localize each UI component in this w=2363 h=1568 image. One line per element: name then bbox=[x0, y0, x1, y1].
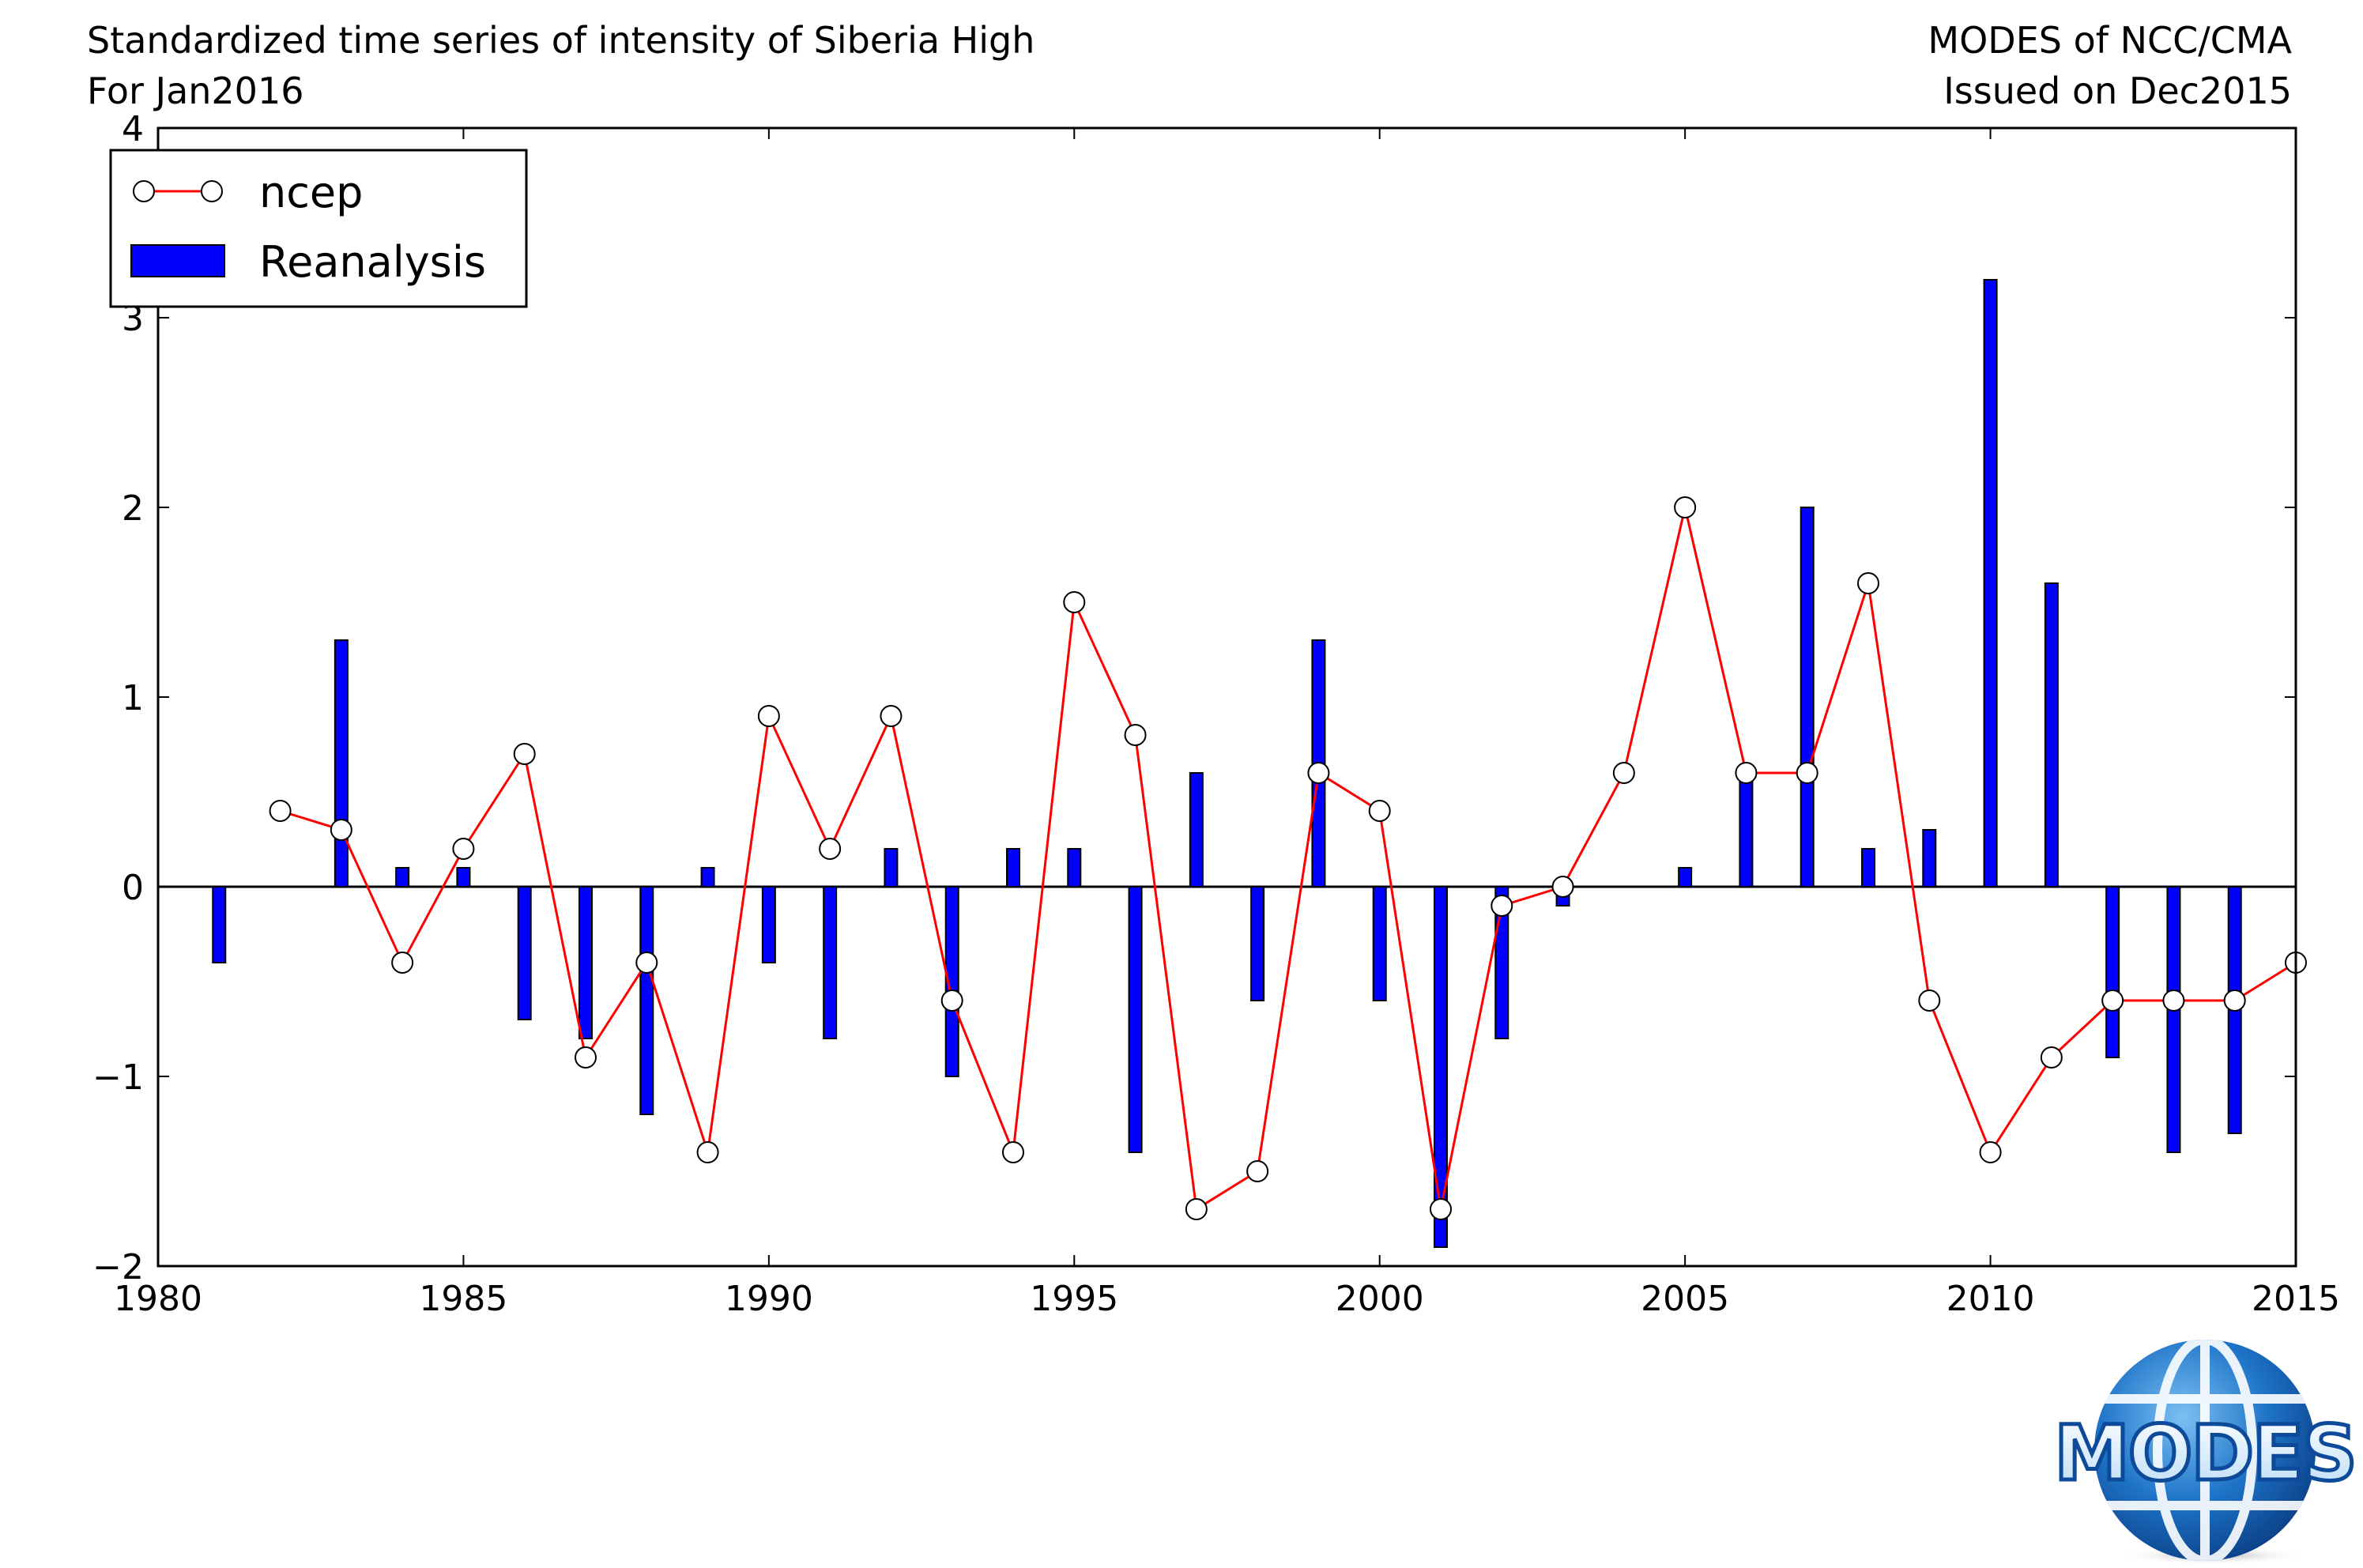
x-tick-label: 1980 bbox=[114, 1279, 202, 1319]
bar-2006 bbox=[1739, 772, 1754, 888]
bar-2005 bbox=[1678, 867, 1693, 888]
bar-1996 bbox=[1128, 886, 1143, 1153]
ncep-point-1996 bbox=[1124, 724, 1147, 746]
bar-2013 bbox=[2166, 886, 2181, 1153]
ncep-point-1999 bbox=[1307, 762, 1330, 784]
bar-2001 bbox=[1434, 886, 1448, 1248]
ncep-point-2003 bbox=[1551, 876, 1574, 898]
bar-2009 bbox=[1922, 829, 1937, 888]
bar-1997 bbox=[1189, 772, 1204, 888]
bar-1986 bbox=[517, 886, 532, 1020]
y-tick-label: −1 bbox=[92, 1057, 144, 1098]
ncep-point-1982 bbox=[269, 800, 292, 822]
x-tick-label: 2010 bbox=[1947, 1279, 2035, 1319]
bar-2011 bbox=[2044, 582, 2059, 888]
y-tick-label: 4 bbox=[122, 109, 144, 149]
ncep-point-1986 bbox=[513, 743, 536, 765]
ncep-point-1991 bbox=[819, 838, 842, 860]
ncep-point-1989 bbox=[696, 1141, 719, 1163]
logo-text: MODES bbox=[2054, 1409, 2356, 1498]
bar-1989 bbox=[700, 867, 715, 888]
legend-bar-swatch bbox=[130, 244, 225, 277]
x-tick-label: 2000 bbox=[1336, 1279, 1424, 1319]
y-tick-label: 2 bbox=[122, 488, 144, 529]
legend: ncep Reanalysis bbox=[109, 149, 528, 308]
ncep-point-2006 bbox=[1735, 762, 1758, 784]
ncep-point-1987 bbox=[575, 1046, 597, 1069]
bar-2008 bbox=[1861, 848, 1875, 888]
ncep-point-1998 bbox=[1246, 1160, 1269, 1182]
bar-1991 bbox=[823, 886, 838, 1039]
ncep-point-1985 bbox=[452, 838, 475, 860]
bar-1987 bbox=[579, 886, 593, 1039]
ncep-point-2013 bbox=[2162, 989, 2185, 1012]
legend-marker-swatch bbox=[133, 180, 155, 202]
bar-1993 bbox=[944, 886, 959, 1077]
y-tick-label: 1 bbox=[122, 678, 144, 718]
chart-subtitle: For Jan2016 bbox=[87, 70, 304, 112]
bar-1992 bbox=[884, 848, 899, 888]
x-tick-label: 2005 bbox=[1641, 1279, 1729, 1319]
bar-1983 bbox=[334, 639, 349, 888]
bar-1984 bbox=[395, 867, 410, 888]
ncep-point-2011 bbox=[2040, 1046, 2063, 1069]
y-tick-label: −2 bbox=[92, 1247, 144, 1287]
source-label: MODES of NCC/CMA bbox=[1928, 19, 2292, 62]
ncep-point-1997 bbox=[1185, 1198, 1208, 1220]
ncep-point-2002 bbox=[1491, 895, 1513, 917]
ncep-point-1983 bbox=[330, 819, 352, 841]
chart-title: Standardized time series of intensity of… bbox=[87, 19, 1035, 62]
ncep-point-1984 bbox=[391, 952, 414, 974]
ncep-point-2007 bbox=[1796, 762, 1818, 784]
x-tick-label: 1995 bbox=[1030, 1279, 1118, 1319]
x-tick-label: 1990 bbox=[725, 1279, 813, 1319]
legend-label-ncep: ncep bbox=[259, 168, 363, 217]
bar-1985 bbox=[456, 867, 471, 888]
bar-2000 bbox=[1372, 886, 1387, 1001]
x-tick-label: 1985 bbox=[419, 1279, 507, 1319]
ncep-point-1988 bbox=[635, 952, 658, 974]
ncep-point-2008 bbox=[1857, 572, 1879, 594]
bar-1998 bbox=[1250, 886, 1265, 1001]
ncep-point-2001 bbox=[1430, 1198, 1452, 1220]
bar-1990 bbox=[761, 886, 776, 963]
bar-1981 bbox=[212, 886, 227, 963]
bar-1994 bbox=[1006, 848, 1020, 888]
legend-marker-swatch bbox=[201, 180, 223, 202]
ncep-point-1990 bbox=[757, 705, 780, 727]
ncep-point-1995 bbox=[1063, 591, 1086, 613]
ncep-point-1993 bbox=[940, 989, 963, 1012]
y-tick-label: 0 bbox=[122, 868, 144, 908]
ncep-point-2014 bbox=[2223, 989, 2246, 1012]
bar-1988 bbox=[639, 886, 654, 1115]
ncep-point-1992 bbox=[880, 705, 903, 727]
x-tick-label: 2015 bbox=[2252, 1279, 2340, 1319]
ncep-line bbox=[280, 507, 2297, 1212]
bar-2010 bbox=[1983, 279, 1998, 888]
ncep-point-2010 bbox=[1979, 1141, 2002, 1163]
modes-logo: MODES bbox=[2052, 1340, 2359, 1565]
bar-2007 bbox=[1800, 507, 1815, 888]
issued-label: Issued on Dec2015 bbox=[1943, 70, 2292, 112]
ncep-point-2012 bbox=[2101, 989, 2124, 1012]
legend-label-reanalysis: Reanalysis bbox=[259, 237, 486, 287]
ncep-point-2005 bbox=[1674, 496, 1697, 518]
ncep-point-2009 bbox=[1918, 989, 1941, 1012]
bar-2012 bbox=[2105, 886, 2120, 1058]
ncep-point-2000 bbox=[1368, 800, 1391, 822]
ncep-point-1994 bbox=[1002, 1141, 1024, 1163]
ncep-point-2004 bbox=[1612, 762, 1635, 784]
bar-1995 bbox=[1067, 848, 1082, 888]
